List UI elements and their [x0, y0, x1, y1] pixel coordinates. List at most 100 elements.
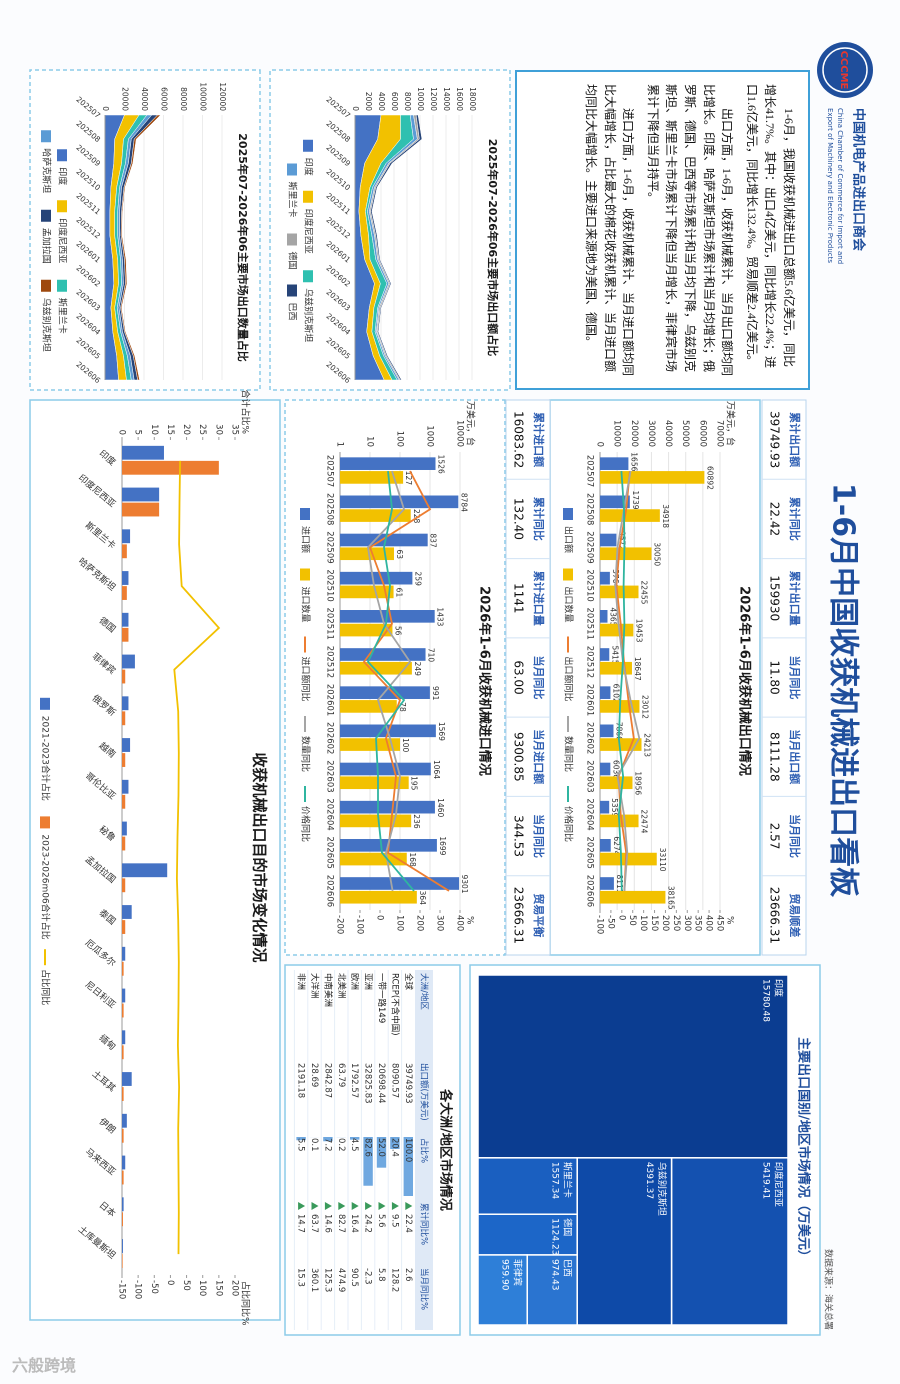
y-tick-label: 30: [213, 424, 223, 435]
table-cell: 非洲: [296, 973, 307, 990]
y-tick-label: 20000: [121, 87, 130, 111]
bar: [599, 571, 610, 585]
table-cell: 100.0: [403, 1138, 413, 1162]
kpi-row: [505, 399, 551, 956]
legend-label: 价格同比: [300, 806, 312, 842]
legend-label: 数量同比: [300, 736, 312, 772]
bar: [599, 852, 657, 866]
axis-title: 占比同比%: [240, 1281, 252, 1326]
legend-swatch: [40, 697, 50, 710]
kpi-value: 22.42: [768, 502, 782, 536]
bar: [122, 794, 126, 809]
y2-tick-label: 150: [213, 1280, 223, 1296]
legend-label: 德国: [287, 252, 299, 270]
data-label: 30050: [653, 542, 662, 566]
data-label: 6036: [611, 760, 620, 779]
x-tick-label: 202605: [585, 837, 595, 869]
kpi-value: 16083.62: [512, 411, 526, 468]
data-label: 710: [427, 648, 436, 663]
treemap-cell: [477, 1254, 528, 1326]
table-cell: 2191.18: [296, 1063, 306, 1098]
x-tick-label: 202508: [325, 493, 335, 525]
bar: [339, 471, 404, 484]
share-bar: [296, 1137, 306, 1141]
table-cell: RCEP(不含中国): [389, 973, 400, 1036]
data-label: 4365: [608, 607, 617, 626]
org-name: 中国机电产品进出口商会: [851, 108, 867, 252]
chart-title: 2025年07-2026年06主要市场出口数量占比: [236, 133, 250, 361]
bar: [121, 1128, 124, 1143]
kpi-value: 159930: [768, 575, 782, 621]
bar: [339, 457, 436, 470]
table-cell: 20698.44: [376, 1063, 386, 1104]
bar: [121, 821, 127, 836]
bar: [340, 738, 400, 751]
data-label: 100: [401, 738, 410, 753]
bar: [121, 1197, 124, 1212]
legend-swatch: [57, 200, 67, 213]
table-cell: 63.7: [309, 1214, 319, 1233]
y2-tick-label: 200: [415, 915, 425, 931]
legend-swatch: [287, 233, 297, 246]
legend-label: 2023-2026m06合计占比: [40, 834, 52, 939]
bar: [340, 547, 394, 561]
treemap-label: 印度尼西亚: [773, 1162, 785, 1207]
y2-tick-label: 300: [435, 915, 445, 931]
logo-circle: [817, 42, 873, 98]
y2-tick-label: 200: [230, 1280, 240, 1296]
y2-tick-label: -200: [335, 915, 345, 934]
legend-label: 2021-2023合计占比: [40, 716, 52, 801]
data-label: 168: [408, 852, 417, 867]
trend-arrow: [311, 1202, 319, 1210]
bar: [339, 571, 413, 585]
legend-label: 印度尼西亚: [57, 218, 69, 263]
data-label: 1526: [437, 455, 446, 474]
y2-tick-label: 300: [682, 915, 692, 931]
y-tick-label: 40000: [140, 87, 149, 111]
legend-label: 出口数量: [563, 587, 575, 623]
legend-label: 进口额同比: [300, 657, 312, 702]
y-tick-label: 0: [117, 430, 127, 435]
y-tick-label: 5: [133, 430, 143, 435]
summary-paragraph: 进口方面，1-6月，收获机械累计、当月进口额均同比大幅增长，占比最大的棉花收获机…: [584, 84, 636, 376]
bar: [600, 648, 610, 661]
x-tick-label: 202602: [325, 722, 335, 754]
line: [362, 470, 450, 892]
bar: [600, 762, 611, 776]
bar: [339, 877, 460, 890]
y-tick-label: 35: [230, 424, 240, 435]
y-tick-label: 80000: [179, 87, 188, 111]
x-tick-label: 202507: [325, 455, 335, 487]
table-header: 占比%: [419, 1138, 430, 1163]
table-cell: 4.5: [349, 1138, 359, 1152]
bar: [340, 890, 417, 904]
share-bar: [403, 1137, 413, 1196]
bar: [122, 878, 126, 893]
y-tick-label: 30000: [646, 420, 656, 447]
bar: [600, 471, 705, 484]
table-cell: 125.3: [322, 1268, 332, 1292]
y-tick-label: 4000: [377, 92, 386, 111]
table-cell: 0.1: [309, 1138, 319, 1152]
y2-tick-label: -100: [355, 915, 365, 934]
x-tick-label: 202601: [325, 684, 335, 716]
data-label: 991: [431, 686, 440, 701]
axis-title: 合计占比%: [240, 389, 252, 434]
x-tick-label: 202509: [585, 531, 595, 563]
trend-arrow: [338, 1202, 346, 1210]
kpi-label: 累计进口额: [532, 412, 546, 467]
y2-tick-label: -100: [133, 1280, 143, 1299]
y2-tick-label: -50: [605, 915, 615, 929]
y-tick-label: 15: [165, 424, 175, 435]
kpi-row: [761, 399, 807, 956]
bar: [600, 533, 617, 547]
y-tick-label: 14000: [442, 87, 451, 111]
data-source: 数据来源：海关总署: [823, 1249, 835, 1330]
data-label: 34918: [661, 504, 670, 528]
line: [614, 470, 641, 891]
table-cell: 7.2: [322, 1138, 332, 1152]
page-title: 1-6月中国收获机械进出口看板: [826, 483, 861, 897]
y2-tick-label: 0: [165, 1280, 175, 1285]
logo-ring: [822, 47, 868, 93]
chart-title: 2025年07-2026年06主要市场出口额占比: [486, 139, 500, 356]
